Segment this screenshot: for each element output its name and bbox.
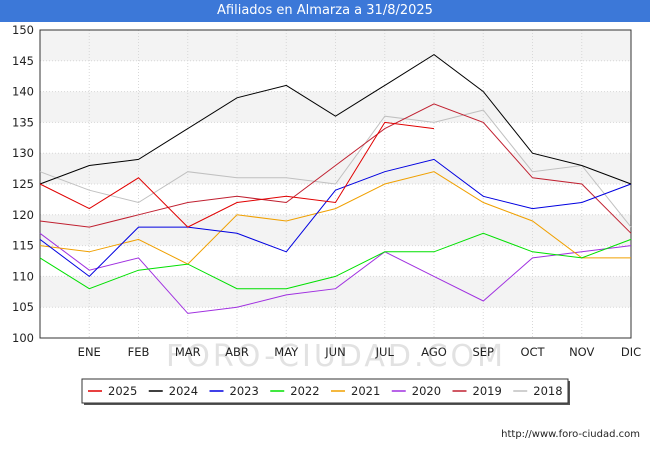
legend-label-2019: 2019 [473,384,502,398]
chart-title: Afiliados en Almarza a 31/8/2025 [0,0,650,22]
series-line-2024 [39,53,632,185]
legend-label-2024: 2024 [169,384,198,398]
y-tick-label: 115 [12,239,34,253]
x-tick-label: SEP [472,345,494,359]
watermark: FORO-CIUDAD.COM [166,339,506,374]
y-axis-ticks: 100 105 110 115 120 125 130 135 140 145 150 [12,23,34,345]
x-tick-label: DIC [621,345,641,359]
legend-label-2022: 2022 [290,384,319,398]
x-tick-label: OCT [520,345,545,359]
legend-label-2023: 2023 [230,384,259,398]
legend-label-2021: 2021 [351,384,380,398]
series-line-2025 [39,121,435,228]
y-tick-label: 120 [12,208,34,222]
series-line-2018 [39,109,632,228]
series-line-2023 [39,158,632,278]
legend: 2025 2024 2023 2022 2021 2020 2019 2018 [81,378,570,405]
y-tick-label: 150 [12,23,34,37]
series-line-2020 [39,232,632,314]
x-tick-label: ENE [78,345,101,359]
y-tick-label: 125 [12,177,34,191]
x-tick-label: ABR [225,345,249,359]
source-url: http://www.foro-ciudad.com [501,429,640,440]
x-tick-label: MAY [274,345,299,359]
y-tick-label: 135 [12,115,34,129]
legend-label-2025: 2025 [108,384,137,398]
legend-label-2018: 2018 [533,384,562,398]
legend-box [81,378,569,404]
x-tick-label: NOV [569,345,594,359]
series-lines [39,53,632,314]
x-axis-ticks: ENE FEB MAR ABR MAY JUN JUL AGO SEP OCT NOV DIC [78,345,641,359]
series-line-2019 [39,103,632,234]
x-tick-label: MAR [175,345,201,359]
y-tick-label: 145 [12,54,34,68]
y-tick-label: 130 [12,146,34,160]
y-tick-label: 110 [12,269,34,283]
y-tick-label: 140 [12,85,34,99]
series-line-2022 [39,232,632,290]
series-line-2021 [39,171,631,265]
y-tick-label: 100 [12,331,34,345]
x-tick-label: FEB [128,345,150,359]
x-tick-label: AGO [421,345,447,359]
legend-label-2020: 2020 [412,384,441,398]
x-tick-label: JUL [375,345,395,359]
x-tick-label: JUN [324,345,345,359]
y-tick-label: 105 [12,300,34,314]
